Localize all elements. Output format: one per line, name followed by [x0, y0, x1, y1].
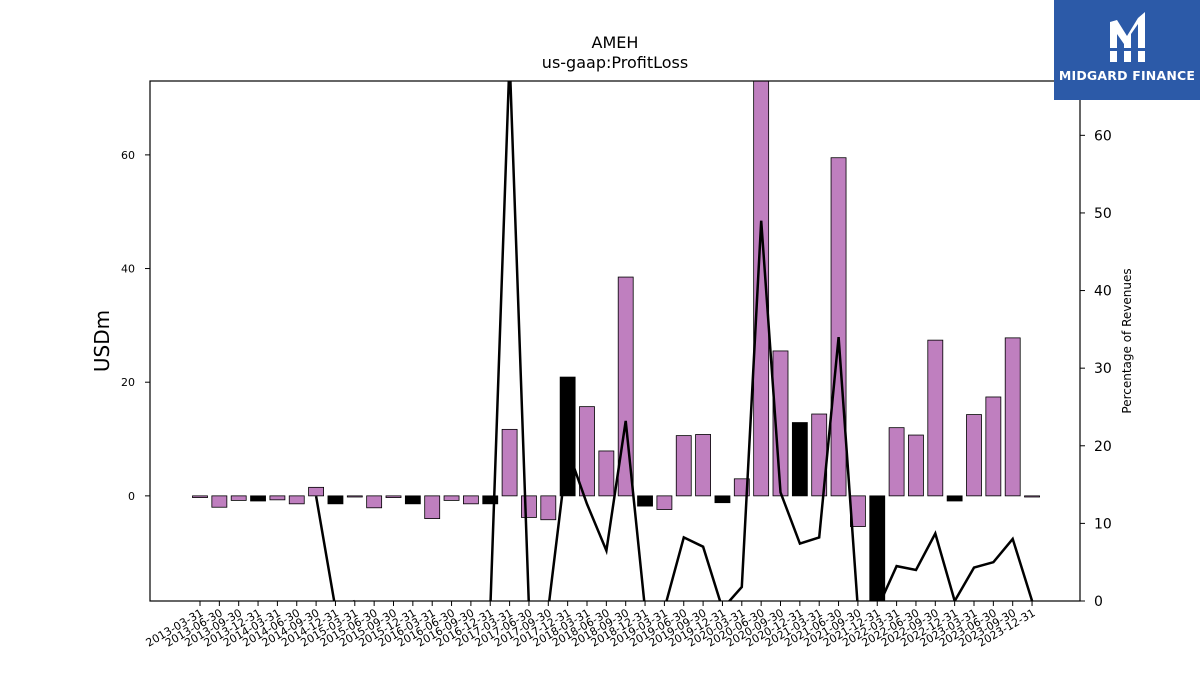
right-tick-label: 30 — [1094, 361, 1112, 377]
brand-logo: MIDGARD FINANCE — [1054, 0, 1200, 100]
chart-title: AMEH — [592, 33, 639, 52]
midgard-logo-icon — [1106, 12, 1150, 62]
right-tick-label: 60 — [1094, 128, 1112, 144]
bar-2016-06-30 — [443, 495, 460, 501]
bar-2015-09-30 — [385, 495, 402, 498]
bar-2013-03-31 — [192, 495, 208, 498]
right-tick-label: 10 — [1094, 516, 1112, 532]
bar-2019-03-31 — [656, 495, 673, 510]
bar-2022-12-31 — [946, 495, 963, 502]
right-tick-label: 50 — [1094, 206, 1112, 222]
bar-2018-03-31 — [579, 406, 595, 497]
bar-2014-06-30 — [288, 495, 305, 505]
bar-2017-12-31 — [559, 376, 576, 497]
y2-axis-label: Percentage of Revenues — [1120, 268, 1134, 413]
bar-2021-12-31 — [869, 495, 886, 602]
bar-2014-12-31 — [327, 495, 344, 505]
bar-2023-06-30 — [985, 396, 1002, 497]
bar-2018-06-30 — [598, 450, 615, 497]
left-tick-label: 0 — [128, 490, 135, 503]
bar-2017-06-30 — [521, 495, 537, 518]
bar-2013-06-30 — [211, 495, 228, 508]
bar-2016-09-30 — [462, 495, 479, 505]
right-tick-label: 40 — [1094, 284, 1112, 300]
bar-2021-06-30 — [830, 157, 847, 497]
bar-2014-03-31 — [269, 495, 286, 501]
left-axis: 0 20 40 60 — [121, 149, 150, 503]
bar-2015-03-31 — [346, 495, 363, 498]
bar-2020-12-31 — [791, 422, 808, 497]
bar-2017-09-30 — [540, 495, 557, 521]
bar-2019-12-31 — [714, 495, 731, 504]
bar-2018-12-31 — [637, 495, 653, 507]
y-axis-label: USDm — [90, 310, 114, 372]
x-axis: 2013-03-312013-06-302013-09-302013-12-31… — [144, 601, 1038, 650]
left-tick-label: 60 — [121, 149, 135, 162]
bar-2023-09-30 — [1004, 337, 1021, 497]
right-axis: 0 10 20 30 40 50 60 — [1080, 128, 1112, 610]
bar-2013-12-31 — [250, 495, 266, 502]
bar-2023-12-31 — [1024, 495, 1040, 498]
bar-2020-03-31 — [733, 478, 750, 497]
chart-subtitle: us-gaap:ProfitLoss — [542, 53, 688, 72]
bar-2023-03-31 — [966, 414, 982, 497]
bar-2017-03-31 — [501, 428, 518, 497]
brand-name: MIDGARD FINANCE — [1058, 68, 1196, 83]
bar-2016-12-31 — [482, 495, 499, 505]
bar-2014-09-30 — [308, 486, 325, 497]
bar-2019-06-30 — [675, 435, 692, 497]
right-tick-label: 20 — [1094, 439, 1112, 455]
bar-2015-06-30 — [366, 495, 383, 509]
bar-2020-09-30 — [772, 350, 789, 497]
bar-2016-03-31 — [424, 495, 441, 519]
left-tick-label: 40 — [121, 263, 135, 276]
bar-2022-03-31 — [888, 427, 905, 497]
bar-2015-12-31 — [404, 495, 421, 505]
bar-2022-06-30 — [908, 434, 924, 497]
bar-2022-09-30 — [927, 339, 944, 497]
bar-2019-09-30 — [695, 434, 711, 497]
right-tick-label: 0 — [1094, 594, 1103, 610]
left-tick-label: 20 — [121, 376, 135, 389]
plot-frame — [149, 80, 1081, 602]
percentage-line — [314, 81, 1034, 601]
bar-2013-09-30 — [230, 495, 247, 501]
bar-series — [192, 80, 1040, 602]
